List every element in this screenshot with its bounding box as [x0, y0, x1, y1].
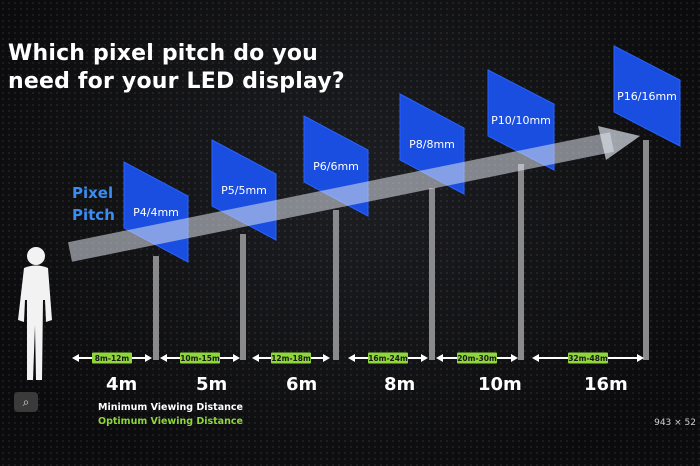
optimum-range-badge — [568, 352, 608, 364]
pixel-pitch-label: Pixel Pitch — [72, 182, 115, 226]
image-dimensions: 943 × 52 — [654, 418, 696, 428]
pixel-pitch-value: P5/5mm — [221, 184, 267, 197]
person-silhouette-icon — [18, 247, 52, 380]
segment-arrow-right — [511, 354, 518, 362]
optimum-range-value: 16m-24m — [368, 354, 408, 363]
segment-arrow-right — [145, 354, 152, 362]
optimum-range-value: 32m-48m — [568, 354, 608, 363]
pixel-pitch-value: P10/10mm — [491, 114, 551, 127]
display-pole — [518, 164, 524, 360]
pixel-pitch-value: P6/6mm — [313, 160, 359, 173]
segment-arrow-right — [637, 354, 644, 362]
segment-arrow-right — [421, 354, 428, 362]
minimum-distance-value: 8m — [384, 374, 415, 395]
display-pole — [333, 210, 339, 360]
segment-arrow-left — [532, 354, 539, 362]
segment-arrow-left — [436, 354, 443, 362]
pixel-pitch-value: P4/4mm — [133, 206, 179, 219]
optimum-range-badge — [180, 352, 220, 364]
pitch-trend-arrowhead — [598, 126, 640, 160]
search-icon[interactable]: ⌕ — [14, 392, 38, 412]
minimum-distance-value: 5m — [196, 374, 227, 395]
legend-minimum: Minimum Viewing Distance — [98, 402, 243, 413]
optimum-range-value: 20m-30m — [457, 354, 497, 363]
optimum-range-badge — [457, 352, 497, 364]
segment-arrow-left — [348, 354, 355, 362]
display-pole — [429, 188, 435, 360]
title-line-2: need for your LED display? — [8, 69, 345, 94]
minimum-distance-value: 4m — [106, 374, 137, 395]
optimum-range-value: 10m-15m — [180, 354, 220, 363]
minimum-distance-value: 6m — [286, 374, 317, 395]
optimum-range-badge — [271, 352, 311, 364]
minimum-distance-value: 16m — [584, 374, 628, 395]
optimum-range-badge — [368, 352, 408, 364]
display-pole — [153, 256, 159, 360]
segment-arrow-left — [72, 354, 79, 362]
display-pole — [240, 234, 246, 360]
segment-arrow-left — [252, 354, 259, 362]
pitch-label-line-1: Pixel — [72, 184, 114, 202]
pixel-pitch-value: P8/8mm — [409, 138, 455, 151]
legend-optimum: Optimum Viewing Distance — [98, 416, 243, 427]
pixel-pitch-value: P16/16mm — [617, 90, 677, 103]
pitch-trend-arrow — [68, 132, 614, 262]
title-line-1: Which pixel pitch do you — [8, 41, 319, 66]
segment-arrow-right — [323, 354, 330, 362]
pitch-label-line-2: Pitch — [72, 206, 115, 224]
segment-arrow-right — [233, 354, 240, 362]
optimum-range-badge — [92, 352, 132, 364]
optimum-range-value: 12m-18m — [271, 354, 311, 363]
led-panel — [487, 69, 555, 171]
display-pole — [643, 140, 649, 360]
minimum-distance-value: 10m — [478, 374, 522, 395]
page-title: Which pixel pitch do you need for your L… — [8, 40, 345, 96]
led-panel — [613, 45, 681, 147]
segment-arrow-left — [160, 354, 167, 362]
optimum-range-value: 8m-12m — [95, 354, 130, 363]
